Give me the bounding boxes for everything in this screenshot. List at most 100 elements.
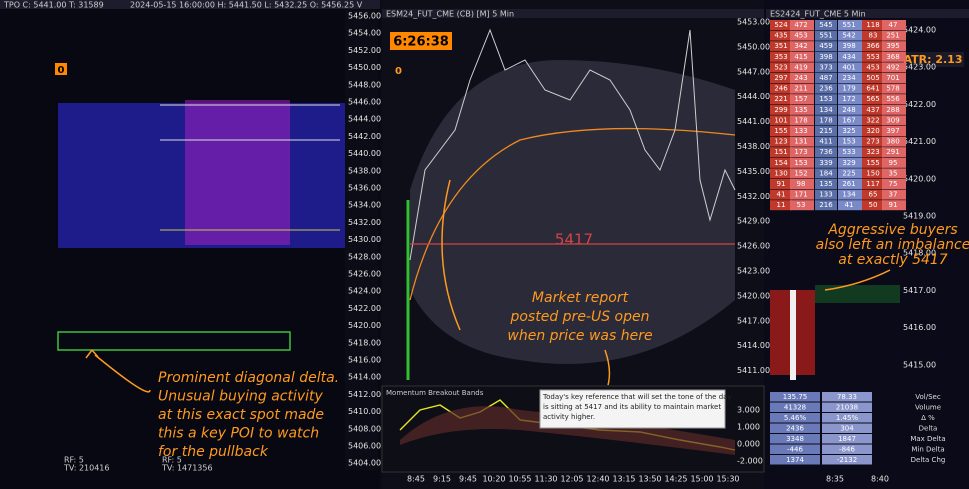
poc-bar	[790, 290, 796, 380]
stat-cell	[770, 392, 820, 402]
footprint-cell	[815, 104, 837, 115]
footprint-value: 505	[866, 74, 879, 82]
stat-cell	[770, 434, 820, 444]
stat-label: Delta Chg	[911, 456, 946, 464]
footprint-value: 434	[842, 53, 856, 61]
stat-value: 41328	[784, 404, 806, 412]
price-label: 5420.00	[348, 321, 381, 330]
footprint-value: 171	[794, 191, 807, 199]
footprint-cell	[770, 20, 792, 30]
callout-line: for the pullback	[158, 444, 269, 460]
footprint-cell	[838, 147, 862, 158]
stat-label: Max Delta	[910, 435, 945, 443]
price-label: 5444.00	[737, 92, 770, 101]
footprint-cell	[815, 189, 837, 200]
footprint-value: 273	[866, 138, 879, 146]
footprint-value: 523	[774, 63, 787, 71]
footprint-cell	[790, 200, 814, 211]
footprint-value: 419	[794, 63, 807, 71]
footprint-cell	[815, 51, 837, 62]
footprint-value: 261	[842, 180, 855, 188]
footprint-cell	[882, 136, 906, 147]
footprint-cell	[862, 41, 884, 52]
footprint-value: 551	[842, 21, 855, 29]
footprint-value: 251	[886, 32, 899, 40]
stat-cell	[770, 444, 820, 454]
footprint-cell	[770, 51, 792, 62]
footprint-value: 117	[866, 180, 879, 188]
footprint-value: 453	[866, 63, 879, 71]
footprint-value: 353	[774, 53, 787, 61]
stat-value: 1374	[786, 456, 804, 464]
footprint-cell	[862, 136, 884, 147]
time-label: 12:05	[560, 475, 583, 484]
footprint-value: 380	[886, 138, 899, 146]
price-label: 5419.00	[903, 212, 936, 221]
footprint-cell	[862, 189, 884, 200]
stat-cell	[822, 423, 872, 433]
time-label: 10:20	[482, 475, 505, 484]
stat-cell	[822, 402, 872, 412]
stat-value: -2132	[837, 456, 857, 464]
footprint-cell	[770, 41, 792, 52]
footprint-cell	[838, 168, 862, 179]
time-label: 15:30	[716, 475, 739, 484]
stat-value: -846	[839, 446, 855, 454]
footprint-value: 373	[819, 63, 832, 71]
footprint-value: 65	[869, 191, 878, 199]
footprint-cell	[790, 73, 814, 83]
footprint-value: 398	[819, 53, 832, 61]
footprint-cell	[882, 147, 906, 158]
footprint-value: 101	[774, 116, 787, 124]
footprint-value: 435	[774, 32, 787, 40]
footprint-cell	[882, 30, 906, 41]
time-label: 9:15	[433, 475, 451, 484]
footprint-cell	[862, 179, 884, 189]
price-label: 5423.00	[903, 63, 936, 72]
price-label: 5421.00	[903, 137, 936, 146]
footprint-value: 178	[819, 116, 832, 124]
footprint-value: 41	[845, 201, 854, 209]
footprint-value: 246	[774, 85, 788, 93]
footprint-cell	[815, 200, 837, 211]
footprint-cell	[882, 189, 906, 200]
footprint-cell	[838, 62, 862, 73]
time-label: 8:40	[871, 475, 889, 484]
footprint-cell	[862, 62, 884, 73]
footprint-value: 243	[794, 74, 807, 82]
footprint-cell	[770, 157, 792, 168]
price-label: 5434.00	[348, 201, 381, 210]
footprint-cell	[862, 157, 884, 168]
footprint-value: 225	[842, 169, 855, 177]
footprint-value: 234	[842, 74, 856, 82]
footer: TV: 1471356	[161, 464, 213, 473]
footprint-value: 221	[774, 95, 787, 103]
footprint-cell	[838, 41, 862, 52]
footprint-value: 50	[869, 201, 878, 209]
stat-cell	[822, 455, 872, 465]
footprint-value: 542	[842, 32, 855, 40]
footprint-cell	[770, 73, 792, 83]
header-bar	[0, 0, 380, 9]
footprint-value: 351	[774, 42, 787, 50]
footprint-value: 401	[842, 63, 855, 71]
footprint-value: 155	[866, 159, 879, 167]
footprint-cell	[862, 94, 884, 105]
arrow	[441, 179, 461, 331]
time-label: 13:15	[612, 475, 635, 484]
footprint-value: 701	[886, 74, 899, 82]
footprint-cell	[838, 83, 862, 94]
footprint-value: 411	[819, 138, 832, 146]
footprint-cell	[815, 115, 837, 126]
price-label: 5418.00	[348, 338, 381, 347]
profile	[185, 100, 290, 245]
price-label: 5453.00	[737, 18, 770, 27]
footprint-cell	[770, 30, 792, 41]
footprint-cell	[862, 20, 884, 30]
footprint-value: 41	[777, 191, 786, 199]
footprint-value: 453	[794, 32, 807, 40]
footprint-value: 157	[794, 95, 807, 103]
footprint-value: 533	[842, 148, 855, 156]
price-label: 5415.00	[903, 360, 936, 369]
footprint-value: 545	[819, 21, 832, 29]
